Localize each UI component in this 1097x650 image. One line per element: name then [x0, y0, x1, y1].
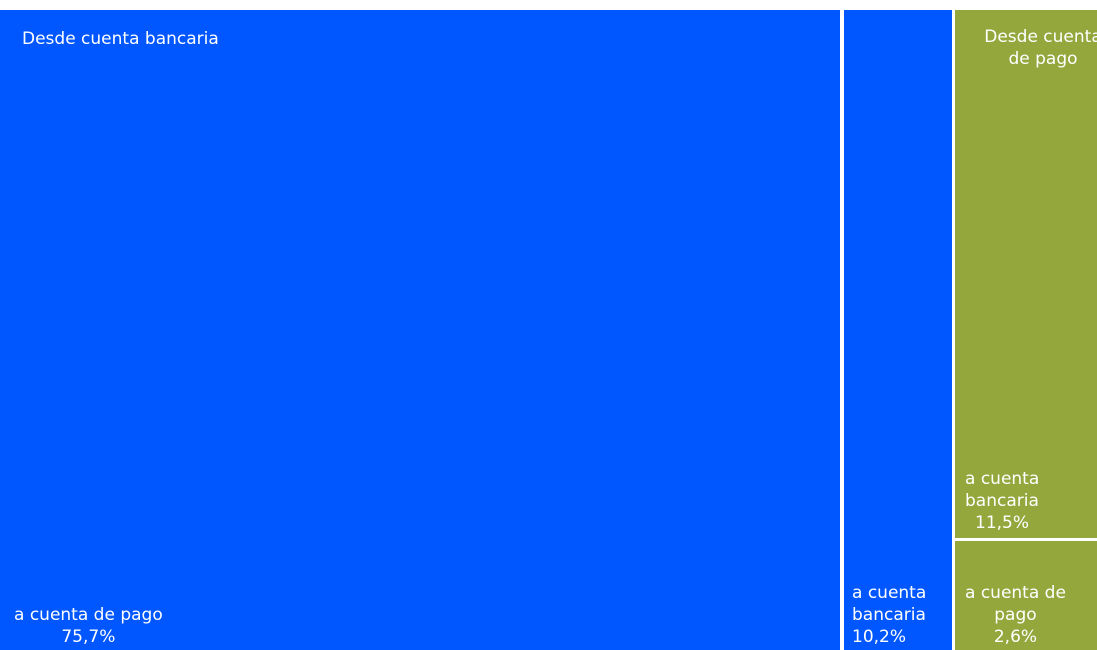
- group-label-payment: Desde cuenta de pago: [984, 27, 1097, 69]
- tile-bank-to-bank[interactable]: a cuenta bancaria 10,2%: [844, 10, 952, 650]
- leaf-label-payment-to-payment: a cuenta de pago 2,6%: [965, 583, 1066, 647]
- group-label-bank: Desde cuenta bancaria: [22, 29, 219, 49]
- tile-bank-to-payment[interactable]: Desde cuenta bancaria a cuenta de pago 7…: [0, 10, 840, 650]
- leaf-label-payment-to-bank: a cuenta bancaria 11,5%: [965, 469, 1040, 533]
- leaf-label-bank-to-bank: a cuenta bancaria 10,2%: [852, 583, 927, 647]
- tile-payment-to-payment[interactable]: a cuenta de pago 2,6%: [955, 541, 1097, 650]
- tile-payment-to-bank[interactable]: Desde cuenta de pago a cuenta bancaria 1…: [955, 10, 1097, 538]
- leaf-label-bank-to-payment: a cuenta de pago 75,7%: [14, 605, 163, 647]
